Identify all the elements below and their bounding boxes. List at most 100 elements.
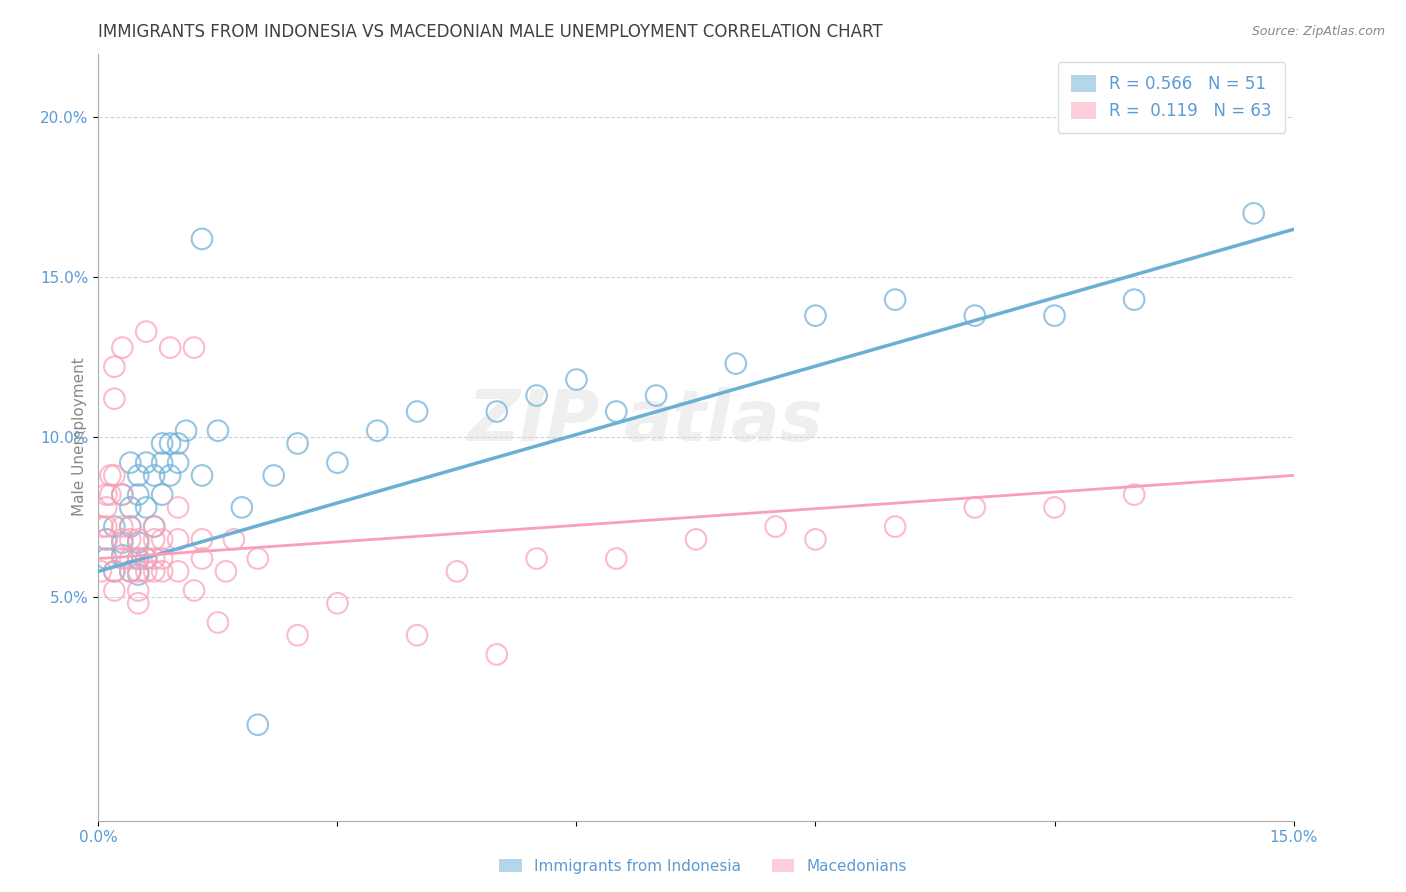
Point bbox=[1123, 487, 1146, 501]
Point bbox=[143, 551, 166, 566]
Point bbox=[135, 565, 157, 579]
Point bbox=[215, 565, 238, 579]
Point bbox=[103, 519, 125, 533]
Point bbox=[804, 309, 827, 323]
Point bbox=[565, 373, 588, 387]
Point bbox=[963, 500, 986, 515]
Point bbox=[191, 551, 214, 566]
Point bbox=[884, 293, 907, 307]
Point bbox=[765, 519, 787, 533]
Point bbox=[150, 565, 173, 579]
Point bbox=[231, 500, 253, 515]
Point bbox=[111, 551, 134, 566]
Point bbox=[446, 565, 468, 579]
Point bbox=[103, 583, 125, 598]
Text: IMMIGRANTS FROM INDONESIA VS MACEDONIAN MALE UNEMPLOYMENT CORRELATION CHART: IMMIGRANTS FROM INDONESIA VS MACEDONIAN … bbox=[98, 23, 883, 41]
Legend: R = 0.566   N = 51, R =  0.119   N = 63: R = 0.566 N = 51, R = 0.119 N = 63 bbox=[1057, 62, 1285, 133]
Point bbox=[963, 309, 986, 323]
Point bbox=[526, 388, 548, 402]
Point bbox=[120, 500, 142, 515]
Point bbox=[143, 565, 166, 579]
Point bbox=[183, 341, 205, 355]
Point bbox=[724, 357, 747, 371]
Point bbox=[207, 615, 229, 630]
Point bbox=[287, 436, 309, 450]
Point bbox=[159, 341, 181, 355]
Point bbox=[167, 565, 190, 579]
Point bbox=[111, 487, 134, 501]
Point bbox=[167, 456, 190, 470]
Point bbox=[406, 628, 429, 642]
Point bbox=[127, 551, 149, 566]
Point bbox=[135, 325, 157, 339]
Point bbox=[96, 487, 118, 501]
Point bbox=[1043, 500, 1066, 515]
Point bbox=[103, 359, 125, 374]
Point bbox=[91, 519, 114, 533]
Y-axis label: Male Unemployment: Male Unemployment bbox=[72, 358, 87, 516]
Point bbox=[120, 519, 142, 533]
Point bbox=[150, 487, 173, 501]
Point bbox=[103, 565, 125, 579]
Point bbox=[120, 565, 142, 579]
Legend: Immigrants from Indonesia, Macedonians: Immigrants from Indonesia, Macedonians bbox=[492, 853, 914, 880]
Point bbox=[150, 436, 173, 450]
Point bbox=[143, 533, 166, 547]
Point bbox=[150, 533, 173, 547]
Point bbox=[127, 487, 149, 501]
Point bbox=[127, 468, 149, 483]
Point bbox=[127, 565, 149, 579]
Point bbox=[111, 533, 134, 547]
Point bbox=[96, 533, 118, 547]
Point bbox=[246, 551, 269, 566]
Point bbox=[98, 468, 122, 483]
Point bbox=[191, 468, 214, 483]
Point bbox=[167, 436, 190, 450]
Point bbox=[103, 468, 125, 483]
Point bbox=[526, 551, 548, 566]
Point bbox=[605, 551, 627, 566]
Point bbox=[111, 341, 134, 355]
Point bbox=[90, 565, 112, 579]
Point bbox=[605, 404, 627, 418]
Point bbox=[120, 533, 142, 547]
Text: Source: ZipAtlas.com: Source: ZipAtlas.com bbox=[1251, 25, 1385, 38]
Point bbox=[1043, 309, 1066, 323]
Point bbox=[135, 456, 157, 470]
Point bbox=[1243, 206, 1265, 220]
Point bbox=[120, 456, 142, 470]
Point bbox=[135, 551, 157, 566]
Point bbox=[96, 551, 118, 566]
Point bbox=[191, 232, 214, 246]
Point bbox=[174, 424, 197, 438]
Point bbox=[143, 519, 166, 533]
Point bbox=[191, 533, 214, 547]
Point bbox=[287, 628, 309, 642]
Point bbox=[485, 404, 508, 418]
Point bbox=[246, 717, 269, 731]
Text: ZIP: ZIP bbox=[468, 387, 600, 456]
Point bbox=[159, 468, 181, 483]
Point bbox=[120, 551, 142, 566]
Point bbox=[111, 549, 134, 563]
Point bbox=[127, 567, 149, 582]
Point bbox=[111, 535, 134, 549]
Point bbox=[183, 583, 205, 598]
Point bbox=[167, 500, 190, 515]
Point bbox=[366, 424, 388, 438]
Point bbox=[222, 533, 245, 547]
Point bbox=[150, 456, 173, 470]
Point bbox=[326, 596, 349, 610]
Point bbox=[143, 468, 166, 483]
Point bbox=[159, 436, 181, 450]
Point bbox=[143, 519, 166, 533]
Text: atlas: atlas bbox=[624, 387, 824, 456]
Point bbox=[96, 500, 118, 515]
Point bbox=[207, 424, 229, 438]
Point bbox=[406, 404, 429, 418]
Point bbox=[645, 388, 668, 402]
Point bbox=[103, 392, 125, 406]
Point bbox=[103, 565, 125, 579]
Point bbox=[1123, 293, 1146, 307]
Point bbox=[263, 468, 285, 483]
